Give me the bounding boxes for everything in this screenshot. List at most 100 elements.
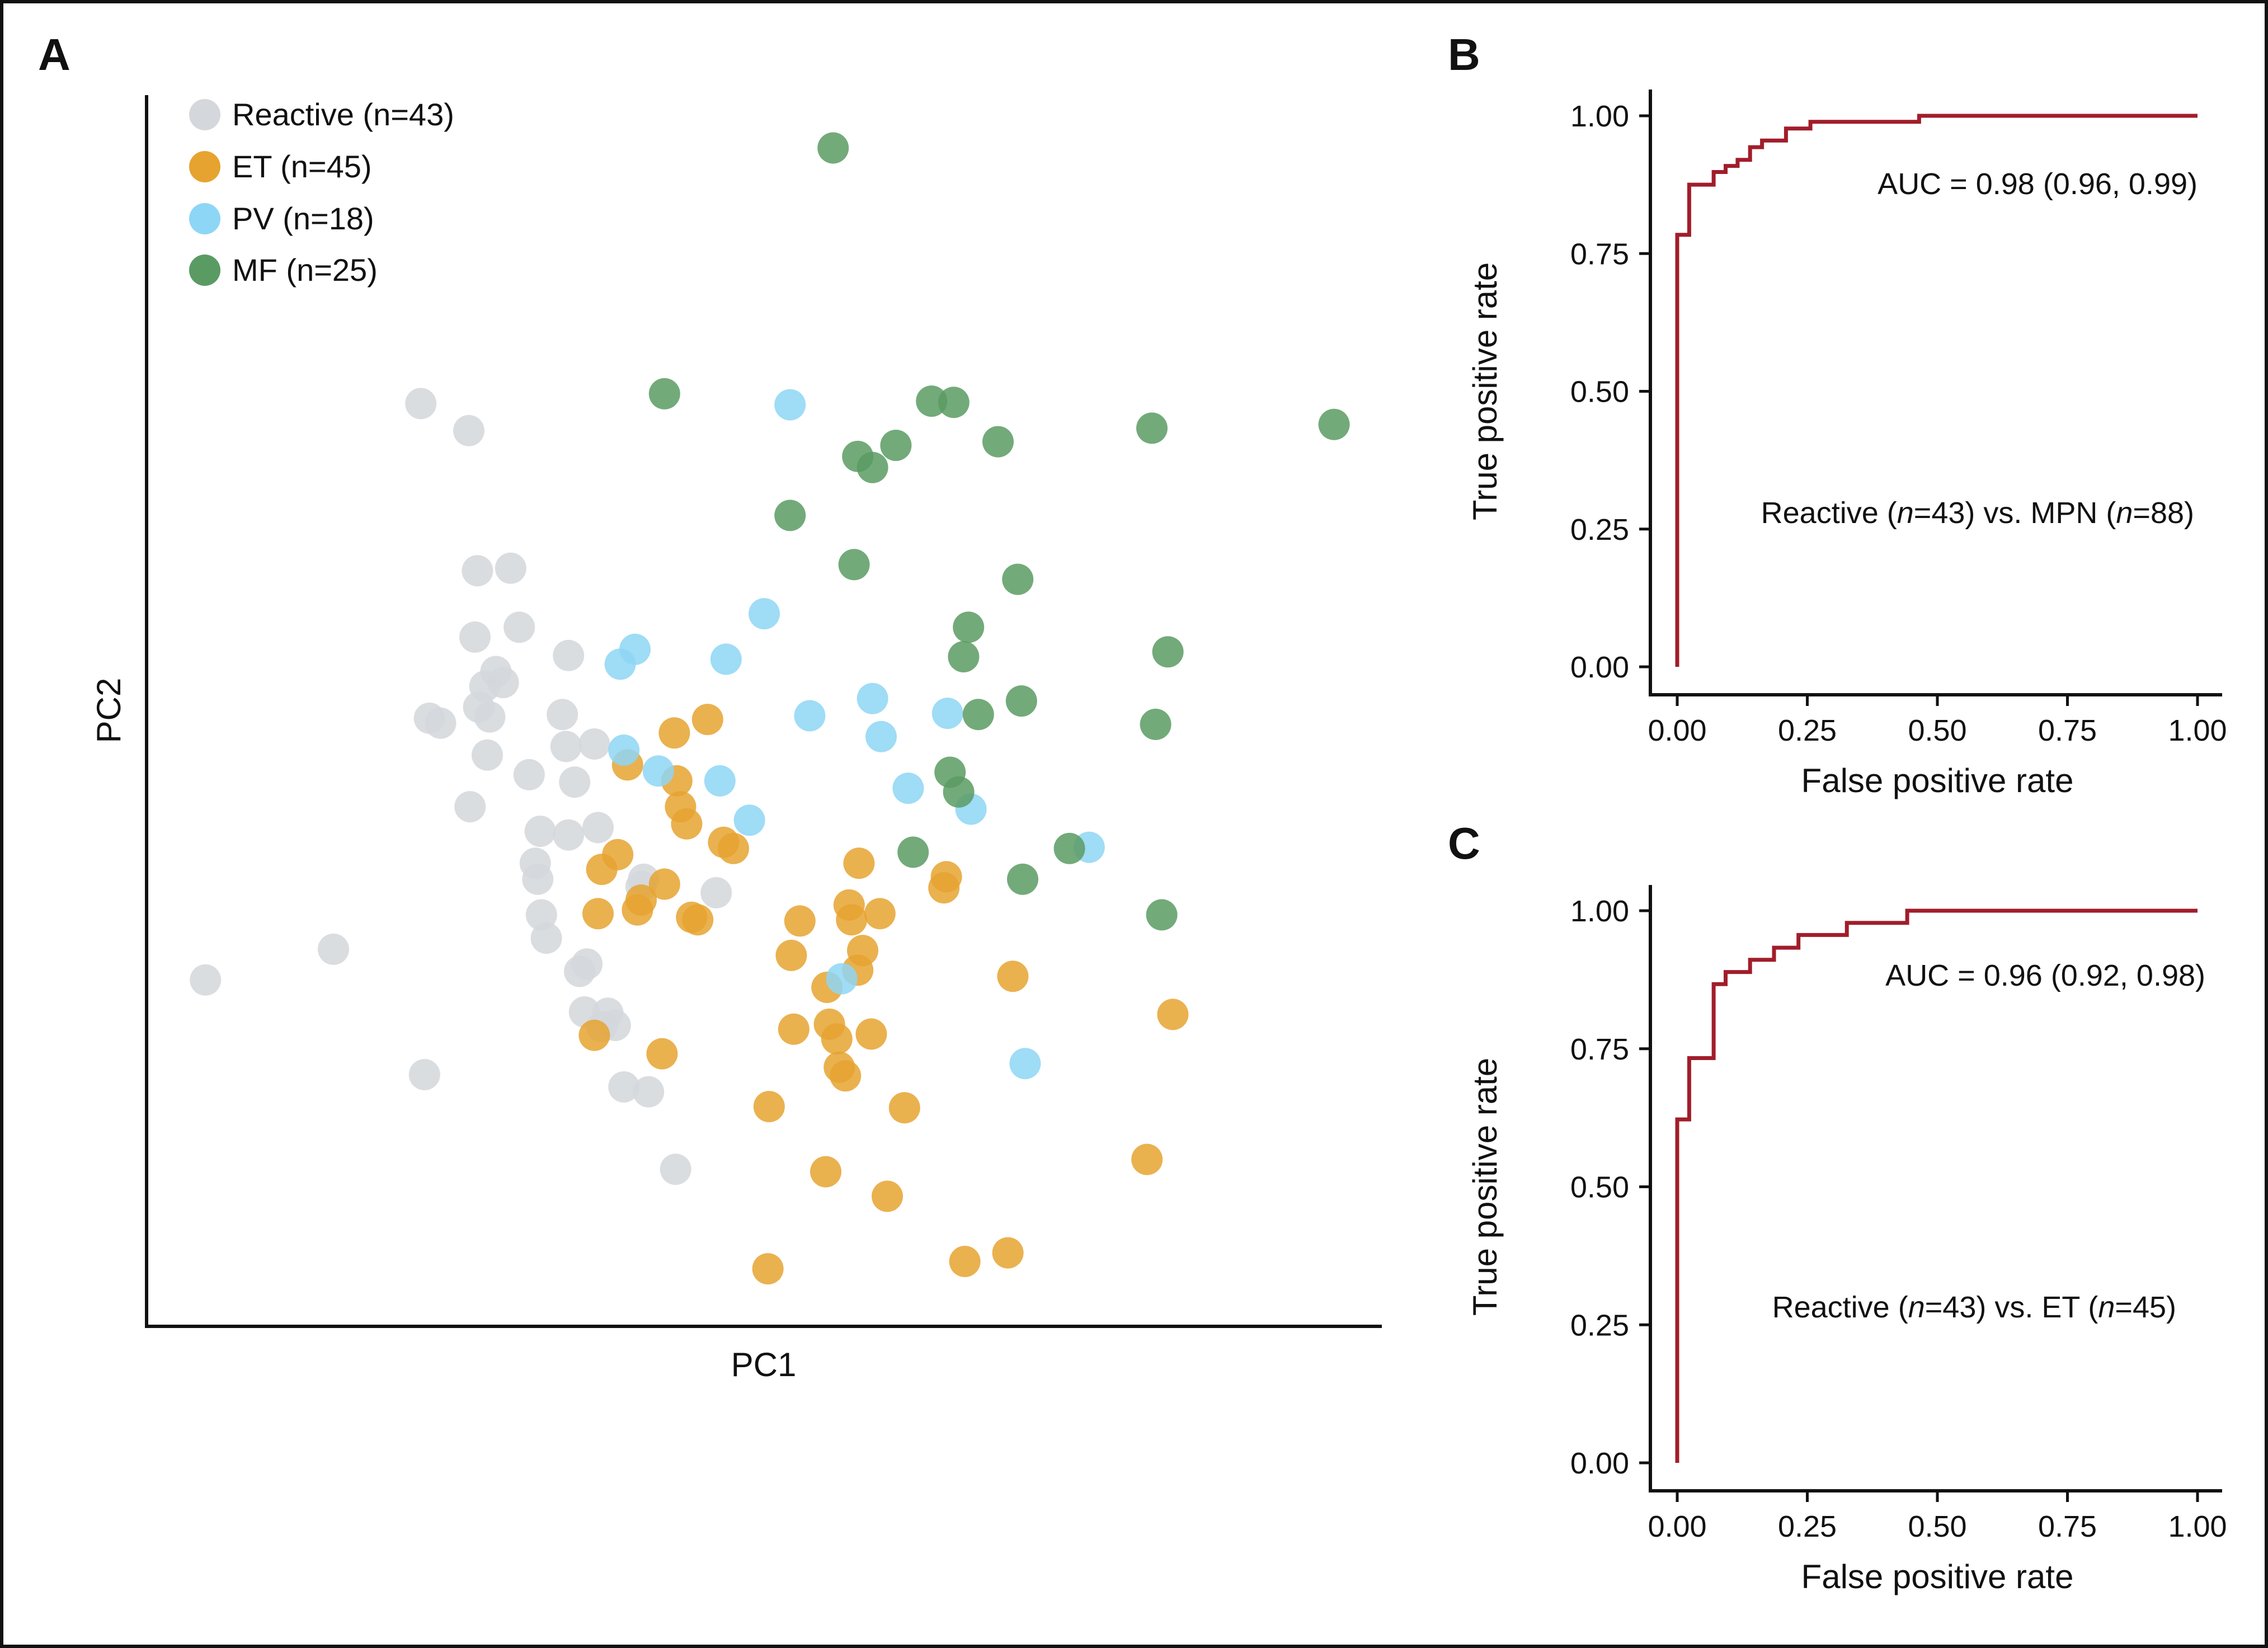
roc-b-y-tick-label: 1.00	[1570, 100, 1629, 133]
comparison-c-part1: Reactive (	[1772, 1291, 1908, 1324]
point-mf-1	[648, 378, 680, 409]
point-pv-6	[710, 643, 742, 675]
roc-c-y-tick-label: 0.25	[1570, 1308, 1629, 1342]
roc-b-x-tick-label: 0.75	[2038, 714, 2097, 747]
point-reactive-42	[660, 1153, 691, 1185]
comparison-c-part3: =45)	[2115, 1291, 2176, 1324]
series-reactive	[190, 388, 732, 1185]
point-mf-15	[962, 699, 994, 731]
point-mf-2	[774, 500, 806, 531]
roc-b-x-tick-label: 0.50	[1908, 714, 1966, 747]
panel-c: C 0.00 0.25 0.50 0.75 1.00 0.00 0.25 0.50 0.75 1.…	[1448, 818, 2227, 1595]
panel-b-letter: B	[1448, 30, 1480, 79]
point-et-26	[821, 1023, 853, 1055]
series-mf	[648, 132, 1350, 931]
legend-label-pv: PV (n=18)	[232, 201, 374, 236]
point-et-19	[752, 1253, 784, 1285]
roc-b-y-tick-label: 0.25	[1570, 513, 1629, 547]
point-reactive-8	[454, 791, 486, 823]
point-mf-22	[1140, 708, 1171, 740]
comparison-b-n1: n	[1897, 496, 1914, 530]
point-pv-11	[826, 963, 858, 995]
point-et-22	[784, 905, 816, 937]
series-et	[578, 704, 1189, 1285]
point-mf-19	[1007, 863, 1038, 895]
roc-c-x-tick-label: 1.00	[2168, 1510, 2227, 1543]
point-reactive-13	[472, 739, 503, 771]
point-mf-23	[1146, 899, 1178, 931]
point-et-36	[888, 1092, 920, 1124]
point-reactive-14	[474, 701, 506, 733]
point-et-40	[992, 1237, 1024, 1269]
point-mf-12	[938, 387, 970, 418]
point-et-1	[578, 1019, 610, 1051]
point-reactive-27	[553, 639, 585, 671]
comparison-c-n1: n	[1908, 1291, 1925, 1324]
point-reactive-41	[633, 1076, 665, 1108]
point-reactive-6	[425, 707, 457, 739]
point-et-42	[1131, 1143, 1163, 1175]
point-et-2	[582, 898, 614, 930]
point-et-29	[836, 904, 868, 936]
point-reactive-19	[513, 759, 545, 790]
roc-c-x-tick-label: 0.25	[1778, 1510, 1837, 1543]
roc-b-curve	[1675, 114, 2198, 667]
point-pv-12	[857, 682, 888, 714]
panel-b: B 0.00 0.25 0.50 0.75 1.00 0.00 0.25 0.50 0.75 1.…	[1448, 30, 2227, 799]
point-reactive-7	[453, 415, 484, 446]
comparison-c-part2: =43) vs. ET (	[1925, 1291, 2098, 1324]
point-et-21	[778, 1013, 810, 1045]
point-mf-3	[817, 132, 849, 164]
legend-label-et: ET (n=45)	[232, 149, 372, 184]
scatter-x-label: PC1	[731, 1346, 797, 1383]
roc-c-y-label: True positive rate	[1466, 1058, 1504, 1316]
roc-c-y-tick-label: 0.75	[1570, 1033, 1629, 1066]
point-reactive-1	[190, 964, 222, 996]
legend-item-mf: MF (n=25)	[189, 252, 378, 288]
point-mf-24	[1152, 636, 1184, 668]
legend-label-reactive: Reactive (n=43)	[232, 97, 454, 132]
roc-b-x-label: False positive rate	[1801, 762, 2074, 799]
point-et-35	[872, 1180, 903, 1212]
scatter-points	[190, 132, 1350, 1285]
point-reactive-3	[405, 388, 437, 420]
roc-c-x-label: False positive rate	[1801, 1558, 2074, 1595]
point-reactive-17	[495, 552, 526, 584]
roc-c-x-tick-label: 0.75	[2038, 1510, 2097, 1543]
point-pv-7	[733, 804, 765, 836]
point-reactive-2	[318, 933, 349, 965]
point-pv-9	[774, 389, 806, 421]
roc-b-y-label: True positive rate	[1466, 262, 1504, 520]
legend-swatch-et	[189, 151, 220, 182]
roc-c-x-tick-label: 0.50	[1908, 1510, 1966, 1543]
auc-annotation-b: AUC = 0.98 (0.96, 0.99)	[1878, 167, 2198, 201]
point-mf-4	[838, 549, 870, 581]
point-et-32	[847, 935, 878, 967]
series-pv	[604, 389, 1105, 1080]
point-pv-17	[1009, 1048, 1041, 1080]
point-et-43	[1157, 999, 1189, 1030]
point-reactive-21	[522, 863, 554, 895]
point-et-14	[682, 904, 714, 936]
point-mf-7	[880, 430, 912, 462]
roc-b-x-tick-label: 0.25	[1778, 714, 1837, 747]
point-et-6	[625, 884, 657, 916]
point-pv-5	[704, 765, 736, 797]
point-et-15	[691, 704, 723, 736]
comparison-c-n2: n	[2098, 1291, 2115, 1324]
comparison-annotation-b: Reactive (n=43) vs. MPN (n=88)	[1761, 496, 2194, 530]
point-mf-25	[1318, 408, 1350, 440]
point-reactive-10	[462, 555, 493, 587]
point-et-8	[648, 868, 680, 900]
point-reactive-28	[553, 819, 585, 851]
point-reactive-22	[524, 816, 556, 847]
point-reactive-9	[459, 621, 491, 653]
point-reactive-34	[582, 812, 614, 844]
point-mf-18	[1005, 685, 1037, 717]
point-pv-4	[642, 755, 674, 787]
point-mf-8	[897, 836, 929, 868]
point-et-12	[671, 808, 703, 840]
point-reactive-38	[608, 1071, 640, 1103]
point-reactive-4	[408, 1059, 440, 1090]
